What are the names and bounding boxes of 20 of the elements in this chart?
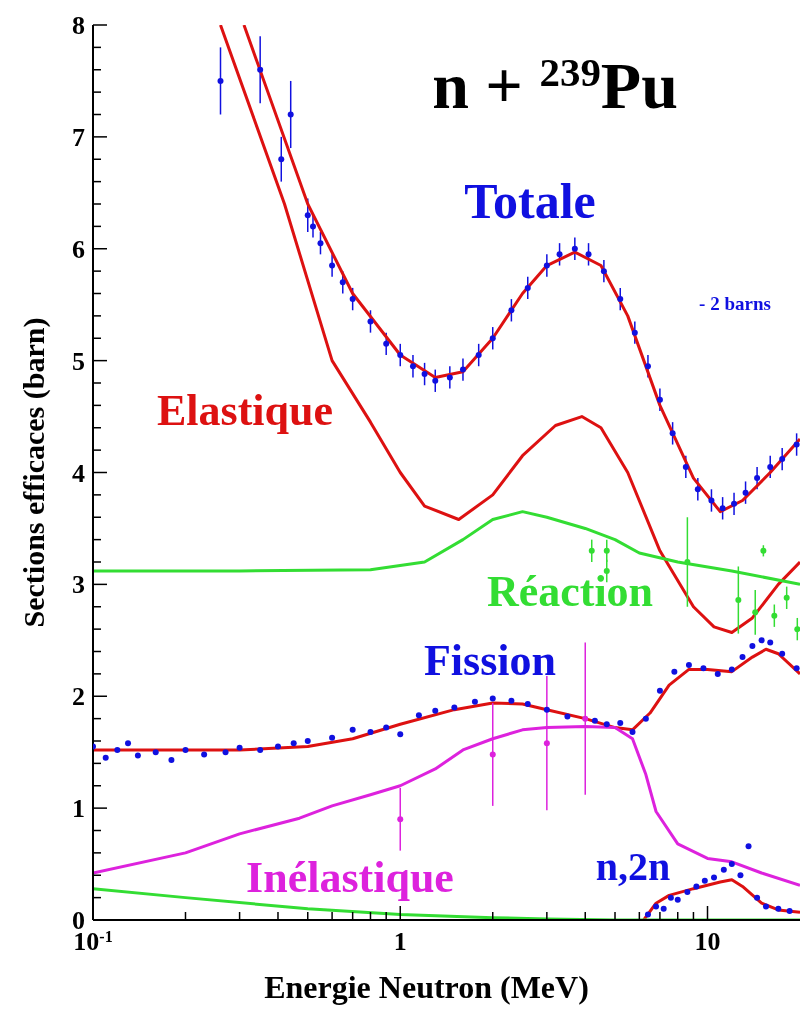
series-label: Réaction	[486, 567, 654, 616]
annotation: - 2 barns	[699, 293, 771, 314]
y-tick-label: 7	[72, 122, 85, 152]
x-tick-label: 10	[694, 927, 721, 956]
x-tick-label: 1	[393, 927, 407, 956]
series-label: n,2n	[595, 844, 671, 889]
y-tick-label: 4	[72, 458, 85, 488]
y-tick-label: 3	[72, 570, 85, 600]
y-tick-label: 2	[72, 682, 85, 712]
y-tick-label: 1	[72, 794, 85, 824]
y-tick-label: 5	[72, 346, 85, 376]
y-tick-label: 6	[72, 234, 85, 264]
y-axis-title: Sections efficaces (barn)	[17, 317, 51, 628]
x-axis-title: Energie Neutron (MeV)	[264, 969, 589, 1005]
series-label: Fission	[423, 636, 557, 685]
series-label: Inélastique	[246, 853, 454, 902]
y-tick-label: 8	[72, 11, 85, 40]
chart-title: n + $^{239}$Pu	[432, 49, 678, 122]
series-label: Totale	[464, 173, 596, 229]
series-label: Elastique	[156, 386, 334, 435]
